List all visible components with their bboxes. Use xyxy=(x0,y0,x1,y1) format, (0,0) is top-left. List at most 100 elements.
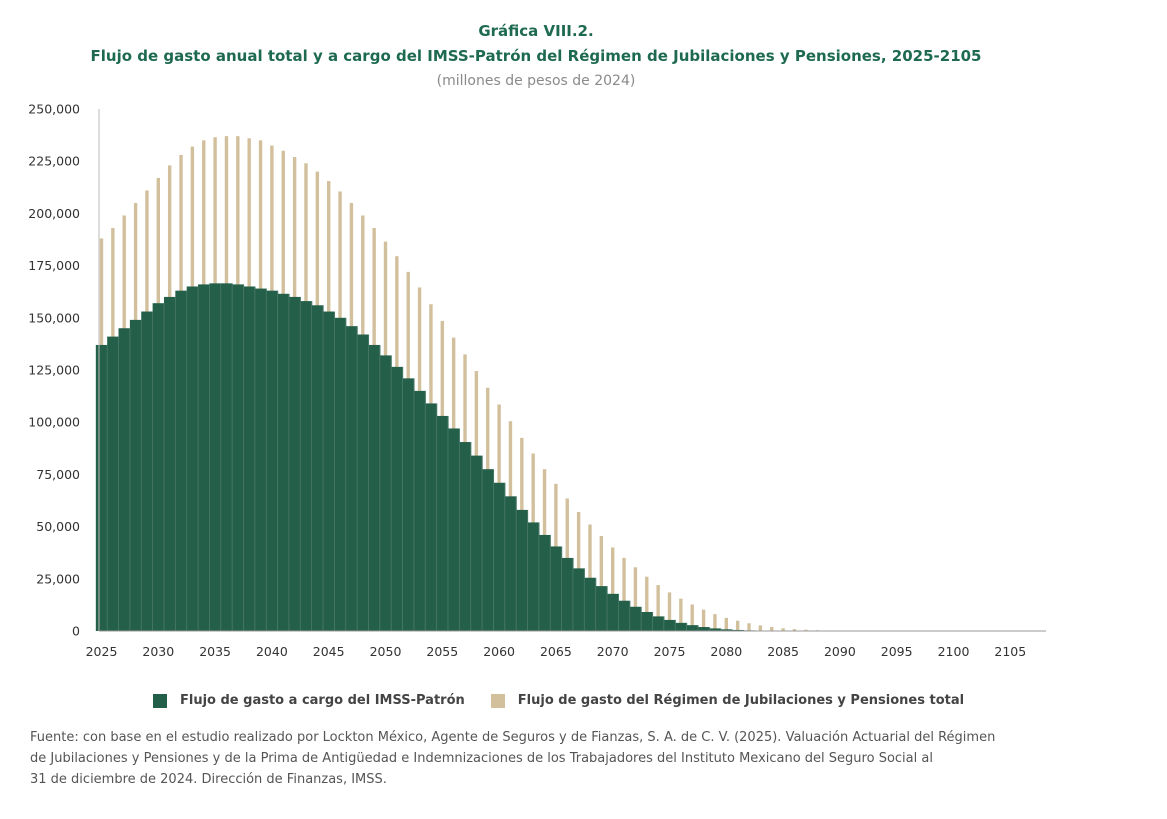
x-tick-label: 2065 xyxy=(540,644,572,659)
bar-chart: 0 25,000 50,000 75,000 100,000 125,000 150,000… xyxy=(28,102,1046,659)
legend-label-total: Flujo de gasto del Régimen de Jubilacion… xyxy=(517,693,965,708)
bar-imss-2075 xyxy=(663,619,676,631)
x-tick-label: 2060 xyxy=(483,644,515,659)
bar-total-2080 xyxy=(724,617,728,631)
bar-imss-2032 xyxy=(175,290,188,631)
x-axis-ticks: 2025 2030 2035 2040 2045 2050 2055 2060 2065 2070… xyxy=(86,644,1027,659)
bar-imss-2043 xyxy=(300,301,313,631)
bar-imss-2033 xyxy=(186,286,199,631)
bar-total-2072 xyxy=(633,567,638,631)
legend: Flujo de gasto a cargo del IMSS-Patrón F… xyxy=(153,693,990,708)
bar-total-2073 xyxy=(645,576,649,631)
bar-imss-2072 xyxy=(629,606,642,631)
bar-imss-2025 xyxy=(95,344,108,631)
y-tick-label: 50,000 xyxy=(36,519,80,534)
imss-series-bars xyxy=(95,283,835,631)
bar-imss-2079 xyxy=(709,628,722,631)
bar-imss-2073 xyxy=(641,612,654,631)
y-tick-label: 25,000 xyxy=(36,571,80,586)
bar-imss-2044 xyxy=(311,305,324,631)
source-line-1: Fuente: con base en el estudio realizado… xyxy=(30,730,996,745)
y-tick-label: 175,000 xyxy=(28,258,80,273)
bar-total-2075 xyxy=(667,592,672,631)
source-note: Fuente: con base en el estudio realizado… xyxy=(30,727,1060,790)
x-tick-label: 2035 xyxy=(199,644,231,659)
bar-imss-2063 xyxy=(527,522,540,631)
bar-imss-2056 xyxy=(447,428,460,631)
bar-imss-2069 xyxy=(595,586,608,631)
bar-imss-2042 xyxy=(288,296,301,631)
bar-total-2085 xyxy=(781,628,785,631)
bar-total-2086 xyxy=(792,629,797,631)
y-tick-label: 75,000 xyxy=(36,467,80,482)
bar-imss-2029 xyxy=(141,311,154,631)
figure-label: Gráfica VIII.2. xyxy=(478,22,594,40)
bar-imss-2041 xyxy=(277,293,290,631)
bar-total-2074 xyxy=(656,585,660,631)
bar-imss-2035 xyxy=(209,283,222,631)
bar-imss-2065 xyxy=(550,546,563,631)
bar-imss-2068 xyxy=(584,577,597,631)
bar-imss-2026 xyxy=(107,336,120,631)
bar-total-2070 xyxy=(611,547,615,631)
bar-total-2076 xyxy=(679,598,683,631)
bar-total-2082 xyxy=(747,623,751,631)
bar-total-2071 xyxy=(622,557,626,631)
bar-imss-2077 xyxy=(686,625,699,631)
bar-imss-2081 xyxy=(731,629,744,631)
x-tick-label: 2105 xyxy=(994,644,1026,659)
legend-item-imss: Flujo de gasto a cargo del IMSS-Patrón xyxy=(153,693,465,708)
bar-imss-2038 xyxy=(243,286,256,631)
bar-imss-2040 xyxy=(266,290,279,631)
bar-total-2069 xyxy=(599,536,604,631)
bar-total-2081 xyxy=(735,620,740,631)
bar-total-2077 xyxy=(690,604,694,631)
bar-imss-2027 xyxy=(118,328,131,631)
bar-imss-2046 xyxy=(334,317,347,631)
bar-imss-2070 xyxy=(607,593,619,631)
legend-swatch-imss xyxy=(153,693,167,708)
y-tick-label: 100,000 xyxy=(28,415,80,430)
bar-imss-2052 xyxy=(402,378,415,631)
bar-imss-2059 xyxy=(482,469,495,631)
y-tick-label: 150,000 xyxy=(28,310,80,325)
x-tick-label: 2045 xyxy=(313,644,345,659)
y-tick-label: 225,000 xyxy=(28,154,80,169)
bar-imss-2055 xyxy=(436,415,449,631)
bar-imss-2076 xyxy=(675,622,688,631)
bar-total-2079 xyxy=(713,614,717,631)
x-tick-label: 2030 xyxy=(142,644,174,659)
chart-title: Flujo de gasto anual total y a cargo del… xyxy=(90,47,982,65)
x-tick-label: 2025 xyxy=(86,644,118,659)
bar-total-2068 xyxy=(588,524,592,631)
bar-imss-2050 xyxy=(379,355,392,631)
x-tick-label: 2075 xyxy=(654,644,686,659)
bar-imss-2064 xyxy=(538,534,551,631)
bar-imss-2045 xyxy=(323,311,335,631)
source-line-2: de Jubilaciones y Pensiones y de la Prim… xyxy=(30,751,933,766)
y-tick-label: 200,000 xyxy=(28,206,80,221)
legend-label-imss: Flujo de gasto a cargo del IMSS-Patrón xyxy=(180,693,465,708)
bar-imss-2066 xyxy=(561,557,574,631)
bar-total-2084 xyxy=(770,627,774,631)
bar-imss-2053 xyxy=(413,390,426,631)
x-tick-label: 2090 xyxy=(824,644,856,659)
bar-imss-2028 xyxy=(129,319,142,631)
bar-imss-2049 xyxy=(368,344,381,631)
x-tick-label: 2095 xyxy=(881,644,913,659)
bar-imss-2051 xyxy=(391,366,404,631)
bar-imss-2054 xyxy=(425,403,438,631)
source-line-3: 31 de diciembre de 2024. Dirección de Fi… xyxy=(30,772,387,787)
bar-imss-2047 xyxy=(345,326,358,631)
bar-imss-2037 xyxy=(232,284,245,631)
bar-imss-2057 xyxy=(459,442,472,631)
bar-total-2078 xyxy=(701,609,706,631)
x-tick-label: 2050 xyxy=(370,644,402,659)
bar-total-2087 xyxy=(804,629,808,631)
y-tick-label: 0 xyxy=(72,624,80,639)
legend-item-total: Flujo de gasto del Régimen de Jubilacion… xyxy=(490,693,965,708)
y-axis-ticks: 0 25,000 50,000 75,000 100,000 125,000 150,000… xyxy=(28,102,80,639)
legend-swatch-total xyxy=(490,693,505,708)
bar-imss-2039 xyxy=(254,288,267,631)
bar-imss-2031 xyxy=(163,296,176,631)
